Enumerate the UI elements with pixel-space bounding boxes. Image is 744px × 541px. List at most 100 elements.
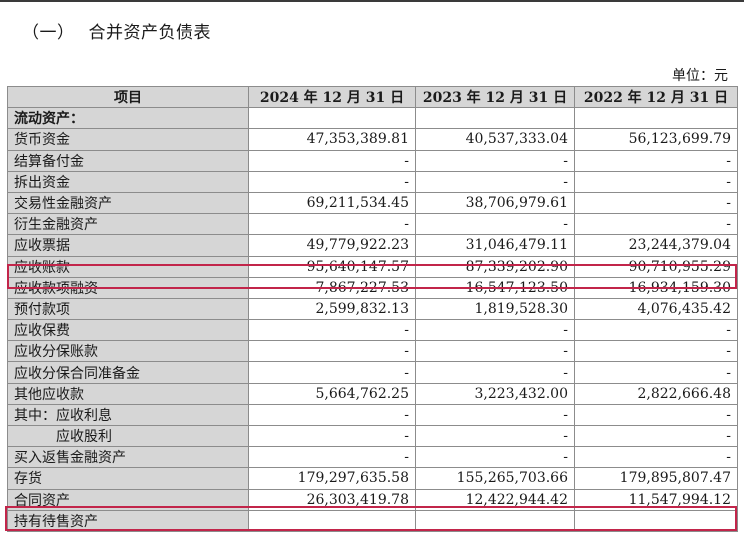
table-row: 结算备付金 - - - (7, 149, 738, 172)
value-2024: - (248, 149, 416, 172)
table-row: 应收保费 - - - (7, 319, 738, 342)
header-2023: 2023 年 12 月 31 日 (415, 85, 575, 109)
row-label: 应收股利 (7, 424, 249, 448)
table-row: 货币资金 47,353,389.81 40,537,333.04 56,123,699… (7, 128, 738, 151)
value-2023: 16,547,123.50 (415, 276, 575, 299)
value-2022: 11,547,994.12 (574, 488, 738, 511)
header-item: 项目 (7, 85, 249, 109)
value-2024: - (248, 170, 416, 193)
value-2024: 49,779,922.23 (248, 234, 416, 257)
value-2023: - (415, 149, 575, 172)
value-2023: - (415, 424, 575, 448)
unit-label: 单位：元 (672, 68, 728, 84)
table-row: 流动资产： (7, 107, 738, 130)
value-2022: - (574, 403, 738, 427)
value-2023: - (415, 213, 575, 236)
value-2024: - (248, 361, 416, 384)
value-2022: - (574, 424, 738, 448)
value-2022: 16,934,159.30 (574, 276, 738, 299)
value-2024 (248, 509, 416, 532)
row-label: 应收保费 (7, 319, 249, 342)
table-row: 应收分保账款 - - - (7, 340, 738, 363)
value-2024: 95,640,147.57 (248, 255, 416, 278)
row-label: 应收账款 (7, 255, 249, 278)
value-2022: - (574, 446, 738, 469)
value-2022: 4,076,435.42 (574, 297, 738, 321)
value-2022: - (574, 361, 738, 384)
table-row: 预付款项 2,599,832.13 1,819,528.30 4,076,435.42 (7, 297, 738, 321)
value-2023: - (415, 340, 575, 363)
value-2023: 155,265,703.66 (415, 467, 575, 490)
value-2023: 1,819,528.30 (415, 297, 575, 321)
value-2024: - (248, 424, 416, 448)
value-2024: 47,353,389.81 (248, 128, 416, 151)
value-2024 (248, 107, 416, 130)
row-label: 存货 (7, 467, 249, 490)
value-2022: - (574, 191, 738, 215)
value-2022: 90,710,955.29 (574, 255, 738, 278)
table-row: 其中：应收利息 - - - (7, 403, 738, 427)
table-row: 合同资产 26,303,419.78 12,422,944.42 11,547,994… (7, 488, 738, 511)
value-2024: 5,664,762.25 (248, 382, 416, 405)
table-row: 应收款项融资 7,867,227.53 16,547,123.50 16,934,15… (7, 276, 738, 299)
value-2022 (574, 107, 738, 130)
table-row: 应收股利 - - - (7, 424, 738, 448)
table-row: 其他应收款 5,664,762.25 3,223,432.00 2,822,666.4… (7, 382, 738, 405)
value-2023 (415, 107, 575, 130)
value-2022: 23,244,379.04 (574, 234, 738, 257)
row-label: 应收款项融资 (7, 276, 249, 299)
table-row: 应收账款 95,640,147.57 87,339,202.90 90,710,955… (7, 255, 738, 278)
value-2023: 87,339,202.90 (415, 255, 575, 278)
value-2024: 69,211,534.45 (248, 191, 416, 215)
value-2024: - (248, 403, 416, 427)
value-2022 (574, 509, 738, 532)
value-2023: 12,422,944.42 (415, 488, 575, 511)
row-label: 合同资产 (7, 488, 249, 511)
header-2024: 2024 年 12 月 31 日 (248, 85, 416, 109)
row-label: 应收票据 (7, 234, 249, 257)
value-2022: 56,123,699.79 (574, 128, 738, 151)
value-2024: - (248, 213, 416, 236)
row-label: 买入返售金融资产 (7, 446, 249, 469)
value-2022: - (574, 340, 738, 363)
value-2022: - (574, 149, 738, 172)
value-2024: - (248, 446, 416, 469)
value-2023: - (415, 446, 575, 469)
value-2023: 38,706,979.61 (415, 191, 575, 215)
table-row: 买入返售金融资产 - - - (7, 446, 738, 469)
value-2023 (415, 509, 575, 532)
header-2022: 2022 年 12 月 31 日 (574, 85, 738, 109)
table-row: 应收票据 49,779,922.23 31,046,479.11 23,244,379… (7, 234, 738, 257)
section-number: （一） (22, 23, 75, 43)
top-rule (0, 0, 744, 2)
value-2022: 179,895,807.47 (574, 467, 738, 490)
value-2024: 179,297,635.58 (248, 467, 416, 490)
row-label: 应收分保账款 (7, 340, 249, 363)
value-2023: 3,223,432.00 (415, 382, 575, 405)
table-header-row: 项目 2024 年 12 月 31 日 2023 年 12 月 31 日 202… (7, 85, 738, 109)
row-label: 结算备付金 (7, 149, 249, 172)
row-label: 货币资金 (7, 128, 249, 151)
value-2022: 2,822,666.48 (574, 382, 738, 405)
value-2023: - (415, 361, 575, 384)
value-2024: 7,867,227.53 (248, 276, 416, 299)
value-2023: 31,046,479.11 (415, 234, 575, 257)
value-2024: 26,303,419.78 (248, 488, 416, 511)
value-2022: - (574, 213, 738, 236)
value-2024: - (248, 340, 416, 363)
value-2023: - (415, 170, 575, 193)
table-row: 持有待售资产 (7, 509, 738, 532)
row-label: 衍生金融资产 (7, 213, 249, 236)
section-title-text: 合并资产负债表 (88, 23, 211, 43)
row-label: 交易性金融资产 (7, 191, 249, 215)
table-row: 应收分保合同准备金 - - - (7, 361, 738, 384)
row-label: 预付款项 (7, 297, 249, 321)
value-2022: - (574, 170, 738, 193)
row-label: 其他应收款 (7, 382, 249, 405)
value-2023: - (415, 403, 575, 427)
row-label: 持有待售资产 (7, 509, 249, 532)
value-2024: 2,599,832.13 (248, 297, 416, 321)
value-2022: - (574, 319, 738, 342)
value-2023: - (415, 319, 575, 342)
table-row: 衍生金融资产 - - - (7, 213, 738, 236)
